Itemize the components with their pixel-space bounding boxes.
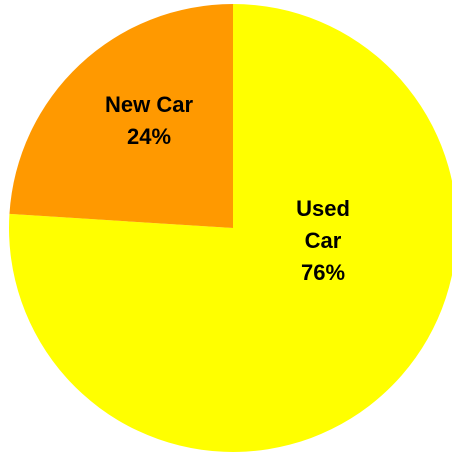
pie-value-label-new-car: 24%: [127, 124, 171, 149]
pie-labels: Used Car 76% New Car 24%: [105, 92, 350, 285]
pie-slice-new-car: [9, 4, 233, 228]
pie-slices: [9, 4, 452, 452]
pie-category-label-used-car: Used: [296, 196, 350, 221]
pie-category-label-new-car: New Car: [105, 92, 193, 117]
pie-value-label-used-car: 76%: [301, 260, 345, 285]
pie-category-label-used-car: Car: [305, 228, 342, 253]
pie-slice-used-car: [9, 4, 452, 452]
